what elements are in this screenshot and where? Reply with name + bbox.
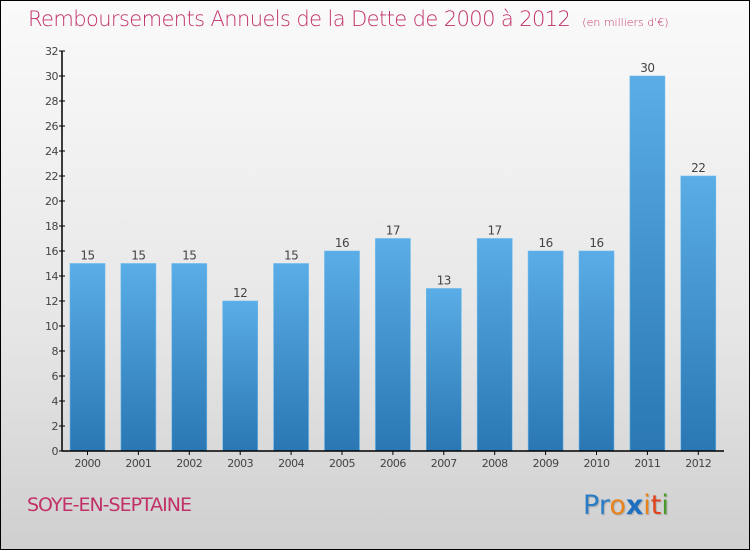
logo-letter: i — [643, 490, 651, 521]
x-tick-label-2005: 2005 — [329, 457, 355, 470]
value-label-2000: 15 — [80, 249, 94, 263]
y-tick-label: 6 — [52, 370, 59, 383]
value-label-2009: 16 — [538, 236, 552, 250]
y-tick-label: 0 — [52, 445, 59, 458]
x-tick-label-2008: 2008 — [482, 457, 508, 470]
bar-2002 — [171, 263, 208, 452]
value-label-2001: 15 — [131, 249, 145, 263]
value-label-2003: 12 — [233, 286, 247, 300]
value-label-2002: 15 — [182, 249, 196, 263]
x-tick-label-2001: 2001 — [125, 457, 151, 470]
bar-2006 — [375, 238, 411, 452]
bars-group: 15 15 15 12 15 16 17 13 17 16 16 30 22 — [69, 61, 717, 452]
y-tick-label: 22 — [45, 170, 58, 183]
logo-letter: t — [650, 490, 662, 521]
x-tick-label-2003: 2003 — [227, 457, 253, 470]
y-tick-label: 24 — [45, 145, 58, 158]
y-tick-label: 12 — [45, 295, 58, 308]
value-label-2011: 30 — [640, 61, 654, 75]
value-label-2007: 13 — [437, 274, 451, 288]
bar-2007 — [425, 288, 462, 452]
y-tick-label: 20 — [45, 195, 58, 208]
x-tick-label-2010: 2010 — [584, 457, 610, 470]
y-tick-label: 32 — [45, 45, 58, 58]
bar-2004 — [273, 263, 309, 452]
chart-subtitle: (en milliers d'€) — [582, 16, 669, 29]
y-tick-label: 10 — [45, 320, 58, 333]
bar-2003 — [222, 300, 258, 452]
city-name: SOYE-EN-SEPTAINE — [27, 494, 192, 516]
y-tick-label: 16 — [45, 245, 58, 258]
proxiti-logo[interactable]: Proxiti — [583, 490, 669, 521]
bar-2011 — [629, 75, 666, 452]
x-tick-label-2000: 2000 — [75, 457, 101, 470]
y-tick-label: 30 — [45, 70, 58, 83]
y-tick-label: 4 — [52, 395, 59, 408]
y-tick-label: 26 — [45, 120, 58, 133]
x-tick-label-2007: 2007 — [431, 457, 457, 470]
bar-2000 — [69, 263, 106, 452]
x-tick-label-2006: 2006 — [380, 457, 406, 470]
bar-2010 — [578, 250, 615, 452]
value-label-2006: 17 — [386, 224, 400, 238]
y-tick-label: 28 — [45, 95, 58, 108]
bar-2008 — [476, 238, 513, 452]
value-label-2010: 16 — [589, 236, 603, 250]
value-label-2012: 22 — [691, 161, 705, 175]
chart-title-text: Remboursements Annuels de la Dette de 20… — [28, 7, 571, 31]
value-label-2008: 17 — [488, 224, 502, 238]
chart-title: Remboursements Annuels de la Dette de 20… — [28, 7, 669, 31]
bar-2009 — [527, 250, 564, 452]
y-tick-label: 14 — [45, 270, 58, 283]
value-label-2004: 15 — [284, 249, 298, 263]
y-tick-label: 2 — [52, 420, 59, 433]
bar-2005 — [324, 250, 360, 452]
y-tick-label: 8 — [52, 345, 59, 358]
x-tick-label-2002: 2002 — [176, 457, 202, 470]
logo-letter: o — [609, 490, 626, 521]
logo-letter: r — [598, 490, 610, 521]
logo-letter: i — [661, 490, 669, 521]
bar-2012 — [680, 175, 717, 452]
logo-letter: x — [625, 490, 644, 521]
x-tick-label-2004: 2004 — [278, 457, 304, 470]
x-tick-label-2012: 2012 — [685, 457, 711, 470]
x-tick-label-2011: 2011 — [634, 457, 660, 470]
logo-letter: P — [583, 490, 599, 521]
bar-2001 — [120, 263, 157, 452]
value-label-2005: 16 — [335, 236, 349, 250]
y-tick-label: 18 — [45, 220, 58, 233]
x-tick-label-2009: 2009 — [533, 457, 559, 470]
